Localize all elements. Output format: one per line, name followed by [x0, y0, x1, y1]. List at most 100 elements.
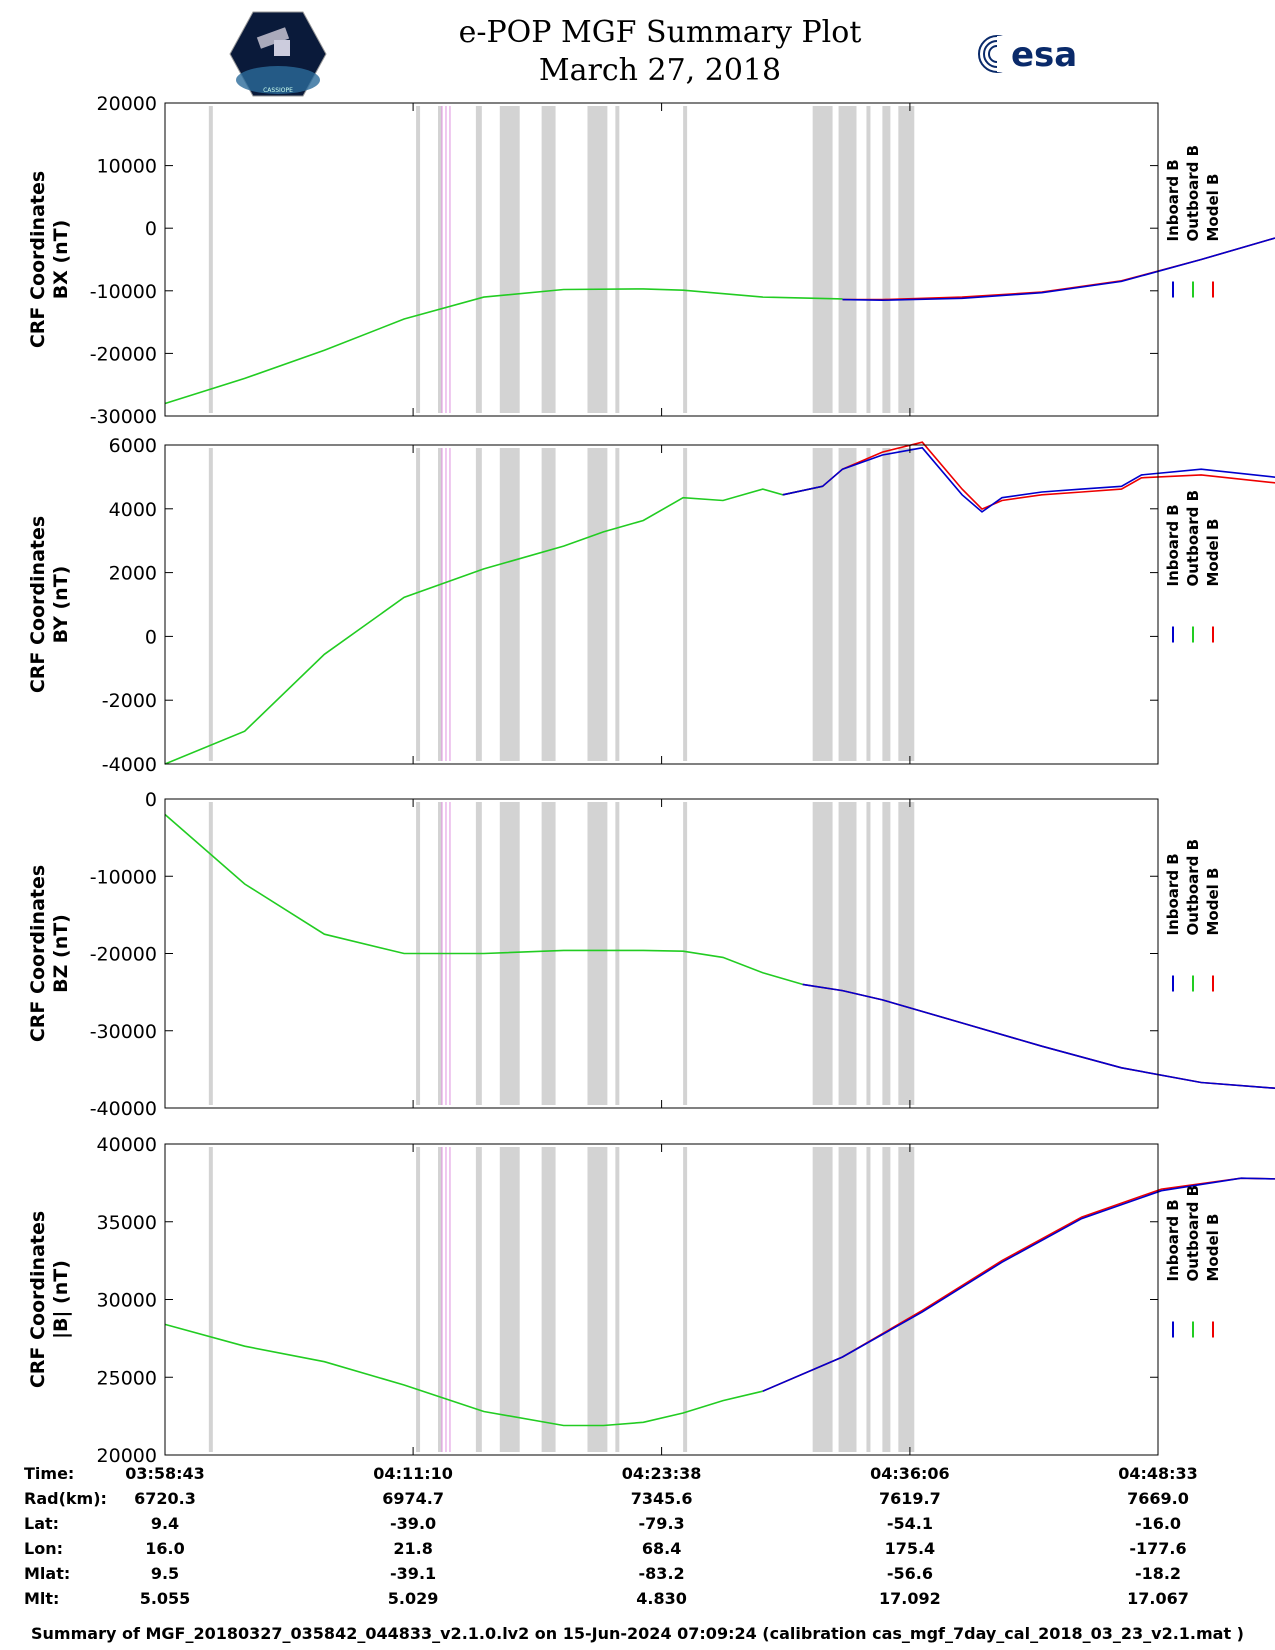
cassiope-logo-text: CASSIOPE	[263, 87, 293, 94]
y-tick-label: -30000	[90, 406, 157, 428]
title-line-2: March 27, 2018	[538, 53, 782, 88]
y-axis-label: CRF Coordinates	[27, 171, 49, 348]
shaded-interval	[812, 106, 833, 413]
shaded-interval	[541, 448, 556, 761]
shaded-interval	[587, 106, 608, 413]
shaded-interval	[475, 106, 482, 413]
shaded-interval	[615, 1147, 620, 1452]
y-tick-label: 2000	[109, 563, 157, 585]
shaded-interval	[499, 1147, 520, 1452]
shaded-interval	[475, 1147, 482, 1452]
panel-frame	[164, 102, 1159, 417]
shaded-interval	[683, 1147, 688, 1452]
shaded-interval	[882, 1147, 891, 1452]
shaded-interval	[898, 106, 915, 413]
shaded-interval	[615, 448, 620, 761]
info-row-label: Time:	[24, 1464, 75, 1483]
shaded-interval	[615, 802, 620, 1105]
y-tick-label: 0	[145, 789, 157, 811]
panel-2: 6000 4000 2000 0 -2000 -4000 CRF Coordinates BY…	[27, 435, 1275, 776]
legend-entry: Inboard B	[1164, 504, 1182, 586]
info-row-value: 68.4	[641, 1539, 682, 1558]
plot-title: e-POP MGF Summary Plot March 27, 2018	[380, 14, 940, 90]
shaded-interval	[683, 802, 688, 1105]
legend-entry: Outboard B	[1184, 1185, 1202, 1282]
shaded-interval	[812, 802, 833, 1105]
info-row-value: 4.830	[636, 1589, 687, 1608]
info-row-value: 17.067	[1127, 1589, 1189, 1608]
shaded-interval	[812, 448, 833, 761]
inboard-series-line	[782, 446, 1275, 513]
panel-1: 20000 10000 0 -10000 -20000 -30000 CRF Coordin…	[27, 93, 1275, 428]
shaded-interval	[812, 1147, 833, 1452]
shaded-interval	[683, 448, 688, 761]
legend-entry: Inboard B	[1164, 1199, 1182, 1281]
legend-entry: Inboard B	[1164, 159, 1182, 241]
info-row-value: 03:58:43	[125, 1464, 205, 1483]
shaded-interval	[898, 1147, 915, 1452]
model-series-line	[842, 237, 1275, 301]
info-row-value: 9.5	[150, 1564, 180, 1583]
legend-entry: Outboard B	[1184, 145, 1202, 242]
info-row-value: 175.4	[884, 1539, 936, 1558]
esa-logo-text: esa	[1011, 35, 1077, 75]
info-row-value: 04:48:33	[1118, 1464, 1198, 1483]
shaded-interval	[866, 802, 871, 1105]
info-row-label: Mlt:	[24, 1589, 60, 1608]
footer-summary: Summary of MGF_20180327_035842_044833_v2…	[31, 1624, 1244, 1643]
outboard-series-line	[164, 1323, 763, 1427]
info-row-value: 04:11:10	[373, 1464, 453, 1483]
shaded-interval	[882, 448, 891, 761]
y-tick-label: -4000	[102, 754, 157, 776]
cassiope-logo: CASSIOPE	[228, 10, 328, 98]
y-tick-label: 35000	[97, 1212, 157, 1234]
y-axis-label: CRF Coordinates	[27, 1211, 49, 1388]
legend-entry: Outboard B	[1184, 490, 1202, 587]
info-row-value: -56.6	[886, 1564, 933, 1583]
panel-frame	[164, 1143, 1159, 1456]
shaded-interval	[587, 448, 608, 761]
info-row-value: -177.6	[1129, 1539, 1187, 1558]
y-tick-label: 30000	[97, 1290, 157, 1312]
legend-entry: Inboard B	[1164, 853, 1182, 935]
info-row-value: 16.0	[145, 1539, 185, 1558]
info-row-value: 9.4	[150, 1514, 180, 1533]
info-row-value: 7619.7	[879, 1489, 941, 1508]
shaded-interval	[898, 448, 915, 761]
y-axis-label: BZ (nT)	[50, 914, 72, 993]
shaded-interval	[587, 802, 608, 1105]
info-row-value: 04:23:38	[621, 1464, 702, 1483]
y-tick-label: -10000	[90, 866, 157, 888]
legend-entry: Model B	[1204, 1214, 1222, 1282]
panel-frame	[164, 798, 1159, 1109]
y-tick-label: -2000	[102, 690, 157, 712]
info-row-value: 7669.0	[1127, 1489, 1189, 1508]
y-axis-label: BX (nT)	[50, 220, 72, 300]
panel-4: 40000 35000 30000 25000 20000 CRF Coordinates…	[27, 1134, 1275, 1467]
shaded-interval	[499, 106, 520, 413]
shaded-interval	[838, 802, 857, 1105]
inboard-series-line	[762, 1177, 1275, 1392]
info-row-value: 6974.7	[382, 1489, 444, 1508]
shaded-interval	[866, 448, 871, 761]
y-tick-label: -40000	[90, 1098, 157, 1120]
legend-entry: Outboard B	[1184, 839, 1202, 936]
shaded-interval	[541, 1147, 556, 1452]
info-row-value: 5.029	[387, 1589, 439, 1608]
panel-3: 0 -10000 -20000 -30000 -40000 CRF Coordinates…	[27, 789, 1275, 1120]
y-tick-label: 0	[145, 218, 157, 240]
shaded-interval	[541, 106, 556, 413]
shaded-interval	[541, 802, 556, 1105]
legend-entry: Model B	[1204, 174, 1222, 242]
shaded-interval	[499, 802, 520, 1105]
info-row-value: 17.092	[879, 1589, 941, 1608]
shaded-interval	[866, 106, 871, 413]
shaded-interval	[208, 448, 213, 761]
y-tick-label: 0	[145, 626, 157, 648]
info-row-value: -79.3	[638, 1514, 685, 1533]
y-tick-label: 10000	[97, 156, 157, 178]
inboard-series-line	[802, 983, 1275, 1090]
outboard-series-line	[164, 288, 843, 405]
shaded-interval	[838, 106, 857, 413]
